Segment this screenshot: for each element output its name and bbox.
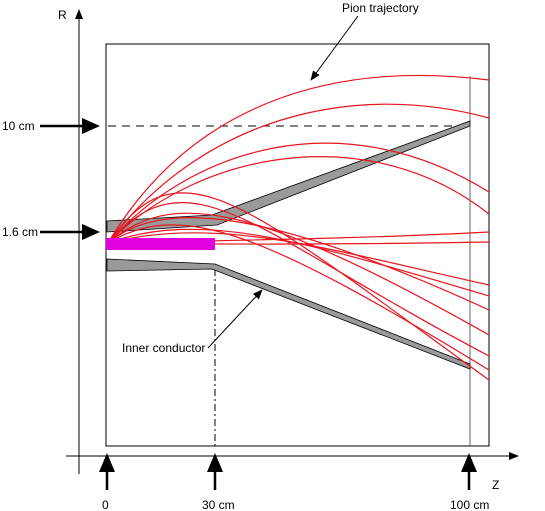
target: [106, 238, 215, 250]
z-hundred-label: 100 cm: [450, 498, 489, 511]
trajectory: [107, 156, 490, 244]
z-hundred-arrow: [461, 453, 477, 490]
pion-trajectory-label: Pion trajectory: [342, 1, 419, 15]
ten-cm-label: 10 cm: [2, 119, 35, 133]
z-zero-label: 0: [102, 498, 109, 511]
z-axis-label: Z: [492, 478, 499, 492]
pion-trajectory-leader: [310, 15, 359, 81]
trajectory: [107, 224, 490, 371]
z-thirty-arrow: [207, 453, 223, 490]
pion-trajectories: [107, 74, 490, 381]
trajectory: [107, 103, 490, 244]
trajectory: [107, 232, 490, 286]
inner-conductor-label: Inner conductor: [122, 341, 205, 355]
z-thirty-label: 30 cm: [202, 498, 235, 511]
trajectory: [107, 212, 490, 336]
inner-conductor: [106, 258, 471, 370]
one-point-six-cm-arrow: [40, 224, 100, 240]
trajectory: [107, 74, 490, 244]
trajectory: [107, 228, 490, 297]
ten-cm-arrow: [40, 118, 100, 134]
inner-conductor-leader: [207, 289, 263, 349]
z-zero-arrow: [99, 453, 115, 490]
trajectory: [107, 192, 490, 381]
r-axis-label: R: [58, 8, 67, 22]
one-point-six-cm-label: 1.6 cm: [2, 225, 38, 239]
trajectory: [107, 217, 490, 311]
trajectory: [107, 201, 490, 357]
trajectory: [107, 142, 490, 244]
